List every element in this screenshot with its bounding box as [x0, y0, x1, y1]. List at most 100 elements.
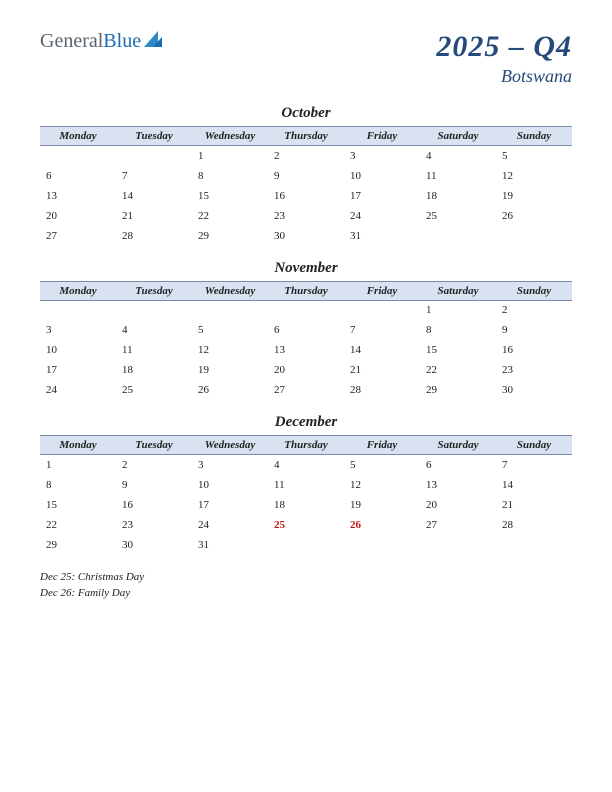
calendar-cell: 4: [116, 320, 192, 340]
day-header: Saturday: [420, 436, 496, 455]
day-header: Friday: [344, 281, 420, 300]
calendar-cell: 25: [420, 206, 496, 226]
calendar-cell: 7: [344, 320, 420, 340]
logo: GeneralBlue: [40, 30, 162, 53]
calendar-cell: 3: [40, 320, 116, 340]
calendar-row: 293031: [40, 535, 572, 555]
calendar-cell: 3: [192, 455, 268, 475]
calendar-cell: 11: [268, 475, 344, 495]
calendar-row: 12: [40, 300, 572, 320]
day-header: Tuesday: [116, 436, 192, 455]
title-block: 2025 – Q4 Botswana: [436, 30, 572, 87]
calendar-cell: 27: [40, 226, 116, 246]
period-title: 2025 – Q4: [436, 30, 572, 64]
calendar-cell: 24: [344, 206, 420, 226]
calendar-cell: 7: [496, 455, 572, 475]
calendar-cell: 23: [496, 360, 572, 380]
header: GeneralBlue 2025 – Q4 Botswana: [40, 30, 572, 87]
calendar-row: 20212223242526: [40, 206, 572, 226]
calendar-cell: [268, 535, 344, 555]
calendar-cell: 26: [496, 206, 572, 226]
calendar-cell: 1: [192, 146, 268, 166]
calendar-cell: 21: [116, 206, 192, 226]
calendar-row: 10111213141516: [40, 340, 572, 360]
calendar-cell: 29: [192, 226, 268, 246]
calendar-cell: [344, 535, 420, 555]
day-header: Thursday: [268, 281, 344, 300]
calendar-cell: 3: [344, 146, 420, 166]
calendar-cell: 12: [496, 166, 572, 186]
calendar-row: 6789101112: [40, 166, 572, 186]
day-header: Monday: [40, 281, 116, 300]
day-header: Wednesday: [192, 127, 268, 146]
calendar-cell: 12: [192, 340, 268, 360]
calendar-cell: 18: [268, 495, 344, 515]
country-name: Botswana: [436, 66, 572, 87]
calendar-cell: [344, 300, 420, 320]
calendar-table: MondayTuesdayWednesdayThursdayFridaySatu…: [40, 281, 572, 401]
calendar-cell: [192, 300, 268, 320]
calendar-row: 3456789: [40, 320, 572, 340]
calendar-cell: 19: [344, 495, 420, 515]
calendar-cell: 6: [420, 455, 496, 475]
calendar-cell: 31: [192, 535, 268, 555]
calendar-cell: 2: [496, 300, 572, 320]
calendar-cell: 4: [268, 455, 344, 475]
calendar-cell: 9: [268, 166, 344, 186]
calendar-cell: [496, 535, 572, 555]
calendar-cell: 22: [420, 360, 496, 380]
day-header: Thursday: [268, 436, 344, 455]
calendar-cell: [40, 146, 116, 166]
calendar-cell: 24: [192, 515, 268, 535]
day-header: Wednesday: [192, 436, 268, 455]
calendar-cell: 5: [496, 146, 572, 166]
day-header: Thursday: [268, 127, 344, 146]
calendar-cell: 23: [116, 515, 192, 535]
day-header: Monday: [40, 436, 116, 455]
calendar-cell: 13: [420, 475, 496, 495]
calendar-cell: 1: [420, 300, 496, 320]
calendar-cell: [40, 300, 116, 320]
calendar-cell: [420, 226, 496, 246]
calendar-cell: 10: [344, 166, 420, 186]
day-header: Sunday: [496, 127, 572, 146]
calendar-cell: 13: [40, 186, 116, 206]
calendar-cell: 29: [420, 380, 496, 400]
calendar-cell: 12: [344, 475, 420, 495]
calendar-cell: 20: [40, 206, 116, 226]
calendar-cell: 15: [40, 495, 116, 515]
calendar-cell: 10: [192, 475, 268, 495]
calendar-cell: 22: [40, 515, 116, 535]
month-block: NovemberMondayTuesdayWednesdayThursdayFr…: [40, 260, 572, 401]
calendar-cell: 18: [420, 186, 496, 206]
calendar-cell: 7: [116, 166, 192, 186]
calendar-cell: 13: [268, 340, 344, 360]
calendar-row: 17181920212223: [40, 360, 572, 380]
day-header: Monday: [40, 127, 116, 146]
month-name: October: [40, 105, 572, 122]
calendar-row: 22232425262728: [40, 515, 572, 535]
calendar-cell: 11: [116, 340, 192, 360]
calendar-container: OctoberMondayTuesdayWednesdayThursdayFri…: [40, 105, 572, 555]
month-block: OctoberMondayTuesdayWednesdayThursdayFri…: [40, 105, 572, 246]
calendar-cell: [116, 146, 192, 166]
calendar-row: 1234567: [40, 455, 572, 475]
calendar-cell: 25: [268, 515, 344, 535]
calendar-cell: 26: [192, 380, 268, 400]
day-header: Sunday: [496, 281, 572, 300]
calendar-cell: 30: [116, 535, 192, 555]
calendar-cell: 30: [268, 226, 344, 246]
calendar-cell: 8: [40, 475, 116, 495]
day-header: Sunday: [496, 436, 572, 455]
calendar-cell: 22: [192, 206, 268, 226]
calendar-cell: 15: [192, 186, 268, 206]
calendar-cell: 8: [192, 166, 268, 186]
calendar-cell: 19: [192, 360, 268, 380]
calendar-cell: 27: [420, 515, 496, 535]
calendar-cell: 10: [40, 340, 116, 360]
calendar-cell: 14: [496, 475, 572, 495]
calendar-cell: [268, 300, 344, 320]
calendar-cell: 28: [116, 226, 192, 246]
calendar-cell: 21: [344, 360, 420, 380]
day-header: Saturday: [420, 127, 496, 146]
